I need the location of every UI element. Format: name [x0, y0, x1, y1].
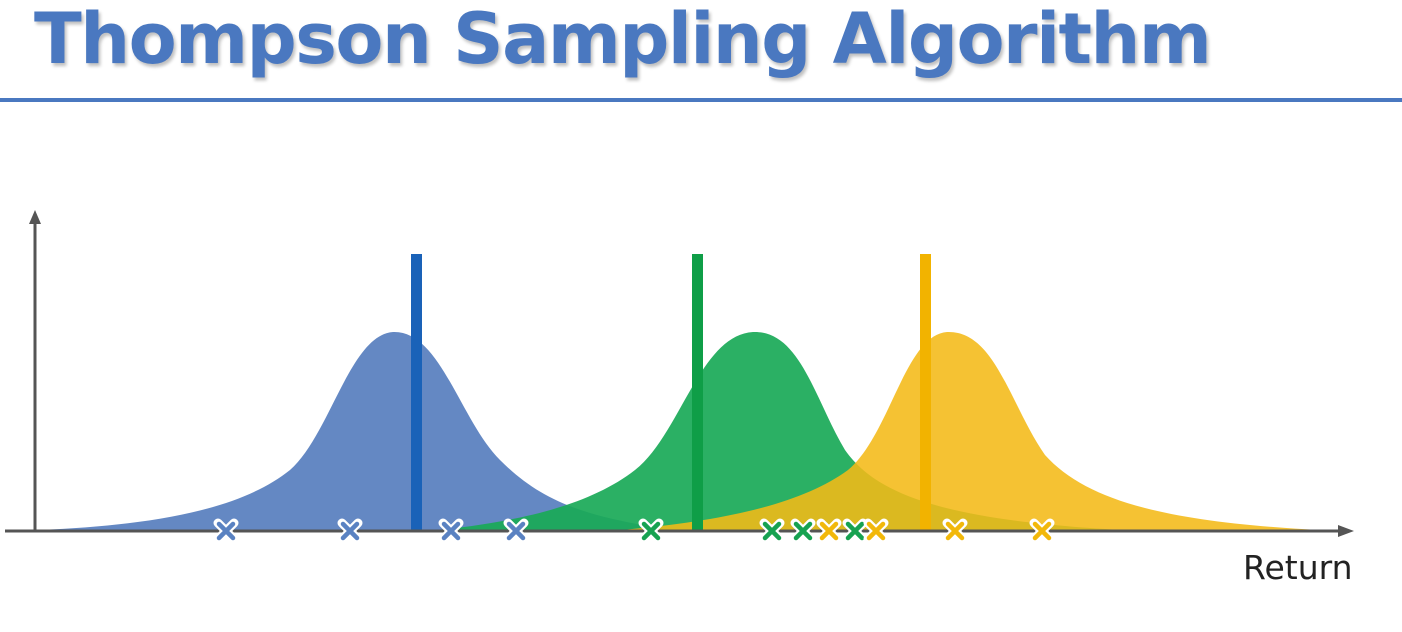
x-axis-arrow-icon	[1338, 525, 1354, 537]
yellow-observation-x-icon	[1029, 518, 1055, 544]
green-true-return-line	[692, 254, 703, 531]
y-axis-arrow-icon	[29, 210, 41, 224]
blue-observation-x-icon	[503, 518, 529, 544]
blue-observation-x-icon	[438, 518, 464, 544]
blue-observation-x-icon	[337, 518, 363, 544]
green-observation-x-icon	[638, 518, 664, 544]
green-observation-markers	[638, 518, 868, 544]
title-underline	[0, 98, 1402, 102]
green-observation-x-icon	[842, 518, 868, 544]
blue-distribution-curve	[5, 331, 700, 531]
blue-observation-markers	[213, 518, 529, 544]
yellow-true-return-line	[920, 254, 931, 531]
blue-observation-x-icon	[213, 518, 239, 544]
yellow-distribution-curve	[610, 331, 1340, 531]
green-observation-x-icon	[790, 518, 816, 544]
yellow-observation-x-icon	[816, 518, 842, 544]
yellow-observation-markers	[816, 518, 1055, 544]
green-distribution-curve	[430, 331, 1140, 531]
yellow-observation-x-icon	[863, 518, 889, 544]
yellow-observation-x-icon	[942, 518, 968, 544]
slide-title: Thompson Sampling Algorithm	[34, 0, 1212, 80]
blue-true-return-line	[411, 254, 422, 531]
green-observation-x-icon	[759, 518, 785, 544]
x-axis-label: Return	[1243, 548, 1353, 587]
